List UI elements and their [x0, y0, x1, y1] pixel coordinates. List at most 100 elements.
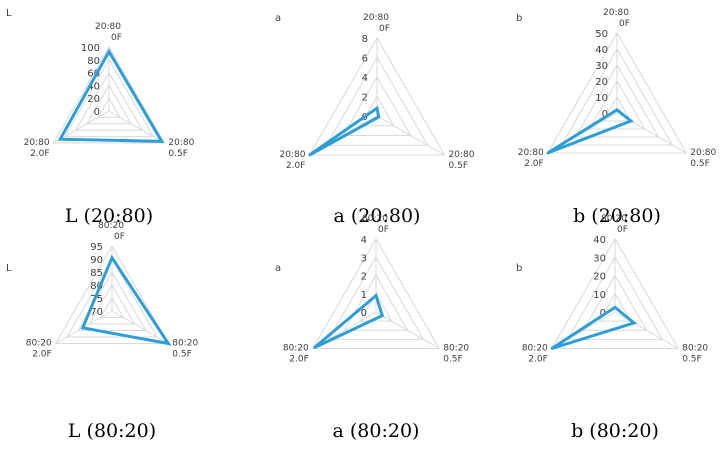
axis-spoke — [614, 311, 679, 349]
axis-sublabel-axis-0f: 0F — [114, 232, 125, 242]
axis-label-axis-0f: 20:80 — [363, 13, 389, 23]
axis-sublabel-axis-0f: 0F — [617, 225, 628, 235]
grid-ring — [66, 257, 158, 338]
grid-ring — [574, 64, 660, 138]
tick-label: 0 — [94, 107, 100, 118]
axis-label-axis-0f: 80:20 — [601, 214, 627, 224]
grid-ring — [325, 56, 429, 146]
grid-ring — [99, 297, 125, 318]
axis-label-axis-0f: 80:20 — [98, 221, 124, 231]
tick-label: 1 — [361, 290, 367, 301]
data-point-axis-0f — [375, 107, 379, 110]
axis-label-axis-20f: 80:20 — [283, 344, 309, 354]
tick-label: 0 — [361, 308, 367, 319]
grid-ring — [566, 256, 664, 340]
axis-label-axis-05f: 20:80 — [690, 148, 716, 158]
grid-ring — [588, 79, 646, 130]
panel-corner-label: b — [516, 13, 522, 24]
data-point-axis-0f — [110, 256, 114, 259]
tick-label: 20 — [595, 77, 608, 88]
axis-label-axis-0f: 20:80 — [95, 22, 121, 32]
tick-label: 30 — [595, 61, 608, 72]
axis-sublabel-axis-05f: 0.5F — [172, 350, 192, 360]
tick-label: 100 — [81, 43, 100, 54]
series-line — [313, 293, 385, 349]
grid-ring — [602, 96, 632, 122]
grid-ring — [342, 76, 412, 136]
tick-label: 40 — [595, 45, 608, 56]
axis-label-axis-0f: 80:20 — [362, 214, 388, 224]
data-point-axis-05f — [377, 115, 380, 119]
data-point-axis-05f — [381, 314, 384, 317]
grid-ring — [74, 71, 144, 131]
data-point-axis-05f — [632, 321, 636, 325]
tick-label: 10 — [595, 93, 608, 104]
radar-chart-1: 02040608010020:800F20:800.5F20:802.0FLL … — [6, 8, 195, 227]
tick-label: 85 — [90, 268, 103, 279]
data-point-axis-05f — [167, 342, 170, 345]
axis-label-axis-05f: 80:20 — [443, 344, 469, 354]
tick-label: 40 — [593, 235, 606, 246]
tick-label: 8 — [362, 34, 368, 45]
panel-caption: b (80:20) — [571, 420, 659, 442]
tick-label: 0 — [602, 109, 608, 120]
tick-label: 70 — [90, 307, 103, 318]
tick-label: 95 — [90, 242, 103, 253]
tick-label: 80 — [90, 281, 103, 292]
series-line — [550, 305, 638, 350]
data-point-axis-20f — [81, 326, 84, 330]
tick-label: 40 — [87, 81, 100, 92]
axis-sublabel-axis-05f: 0.5F — [443, 355, 463, 365]
panel-caption: a (80:20) — [333, 420, 420, 442]
tick-label: 4 — [362, 73, 368, 84]
axis-sublabel-axis-0f: 0F — [111, 33, 122, 43]
panel-caption: L (20:80) — [65, 205, 153, 227]
tick-label: 60 — [87, 69, 100, 80]
data-point-axis-20f — [546, 151, 549, 155]
axis-spoke — [53, 110, 110, 144]
axis-sublabel-axis-0f: 0F — [378, 225, 389, 235]
series-line — [308, 105, 381, 157]
axis-label-axis-20f: 80:20 — [26, 339, 52, 349]
grid-ring — [359, 95, 395, 127]
axis-sublabel-axis-20f: 2.0F — [289, 355, 309, 365]
data-point-axis-20f — [59, 138, 62, 141]
tick-label: 3 — [361, 253, 367, 264]
grid-ring — [85, 84, 133, 125]
tick-label: 10 — [593, 290, 606, 301]
grid-ring — [63, 58, 155, 138]
data-point-axis-0f — [615, 108, 619, 112]
axis-label-axis-05f: 20:80 — [449, 150, 475, 160]
tick-label: 0 — [600, 308, 606, 319]
data-point-axis-20f — [550, 347, 553, 350]
axis-label-axis-20f: 20:80 — [24, 138, 50, 148]
panel-corner-label: a — [275, 263, 281, 274]
data-point-axis-20f — [313, 346, 316, 349]
series-line — [546, 107, 634, 155]
tick-label: 6 — [362, 54, 368, 65]
panel-caption: b (20:80) — [573, 205, 661, 227]
tick-label: 80 — [87, 56, 100, 67]
axis-sublabel-axis-20f: 2.0F — [32, 350, 52, 360]
grid-ring — [327, 256, 425, 340]
panel-caption: L (80:20) — [68, 420, 156, 442]
grid-ring — [97, 97, 121, 118]
tick-label: 90 — [90, 255, 103, 266]
axis-sublabel-axis-20f: 2.0F — [524, 159, 544, 169]
series-line — [80, 254, 172, 346]
data-point-axis-05f — [160, 140, 163, 143]
grid-ring — [88, 283, 136, 325]
panel-corner-label: b — [516, 263, 522, 274]
axis-sublabel-axis-20f: 2.0F — [286, 161, 306, 171]
axis-sublabel-axis-0f: 0F — [379, 24, 390, 34]
grid-ring — [550, 237, 680, 349]
panel-corner-label: a — [275, 13, 281, 24]
axis-label-axis-05f: 80:20 — [682, 344, 708, 354]
tick-label: 20 — [593, 272, 606, 283]
grid-ring — [359, 292, 393, 322]
